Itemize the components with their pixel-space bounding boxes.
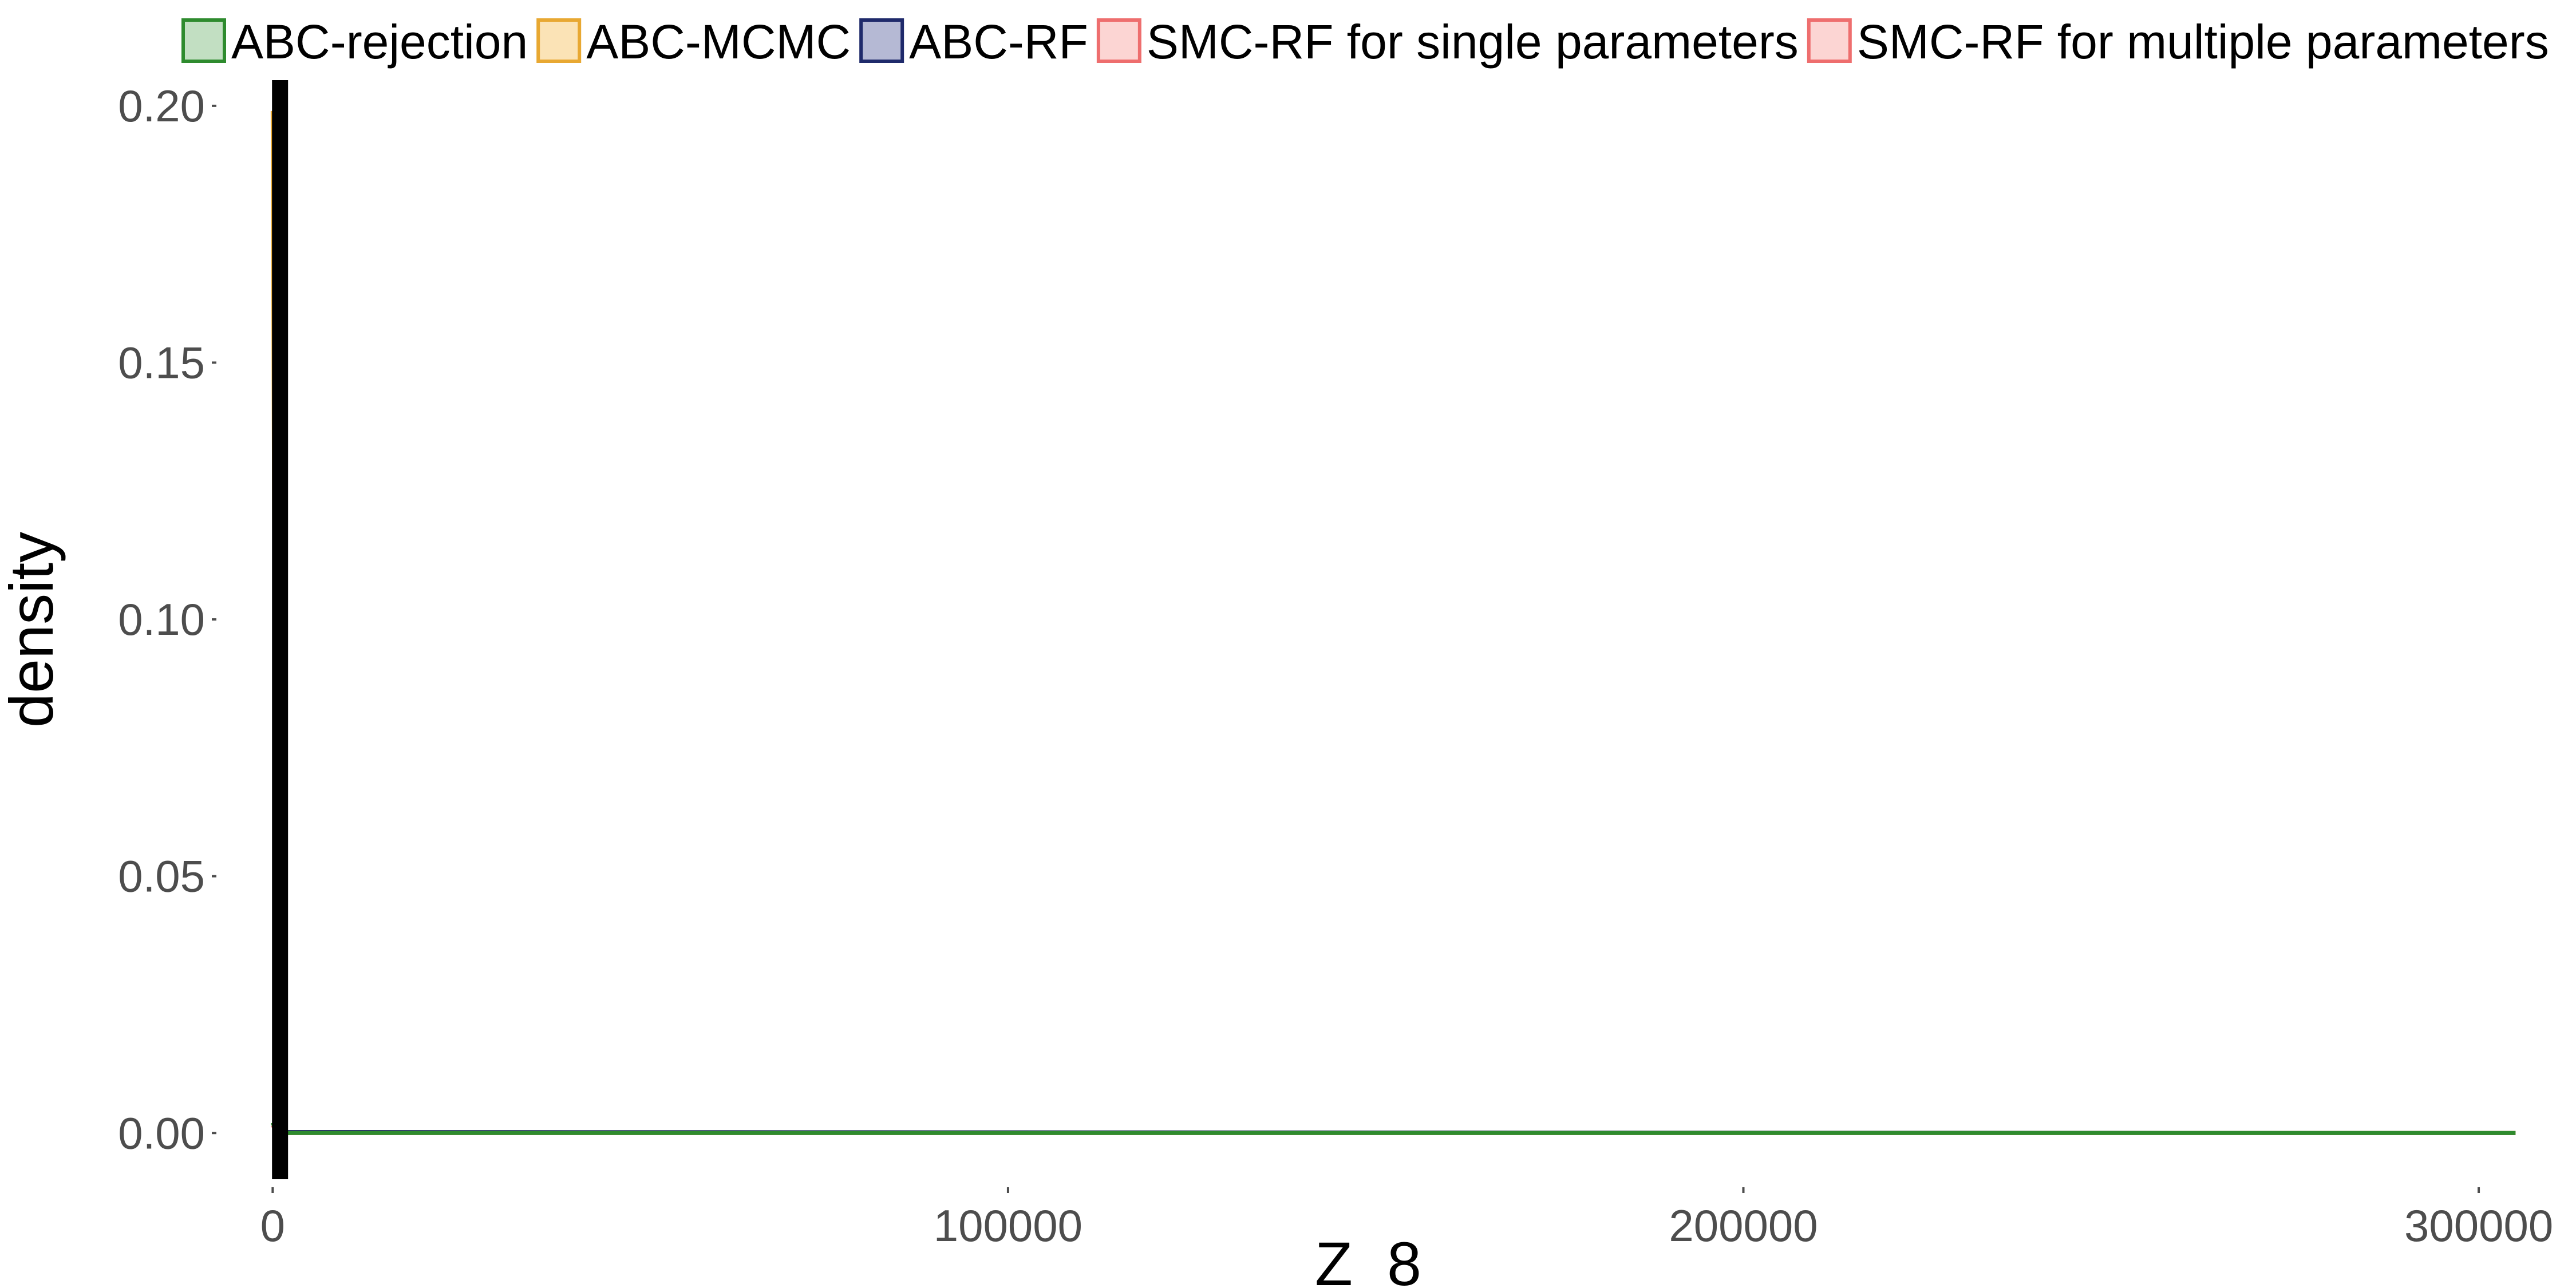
y-axis: 0.00 0.05 0.10 0.15 0.20 (118, 81, 216, 1158)
x-tick-label: 0 (260, 1200, 285, 1251)
x-tick-label: 300000 (2404, 1200, 2553, 1251)
x-tick-label: 200000 (1669, 1200, 1818, 1251)
legend-key-0 (181, 18, 226, 63)
y-tick-label: 0.05 (118, 851, 205, 902)
series-layer (270, 110, 2516, 1135)
legend-label: SMC-RF for single parameters (1147, 15, 1799, 69)
y-tick-label: 0.15 (118, 337, 205, 388)
legend: ABC-rejection ABC-MCMC ABC-RF SMC-RF for si… (181, 15, 2549, 69)
series-line-1 (270, 110, 2516, 1135)
y-tick-label: 0.10 (118, 594, 205, 645)
plot-area (270, 80, 2516, 1179)
legend-key-3 (1096, 18, 1141, 63)
legend-label: ABC-RF (909, 15, 1088, 69)
legend-label: SMC-RF for multiple parameters (1857, 15, 2549, 69)
y-axis-title: density (0, 532, 66, 728)
x-axis-title: Z_8 (1315, 1229, 1421, 1288)
legend-label: ABC-rejection (231, 15, 528, 69)
legend-key-4 (1807, 18, 1852, 63)
x-axis: 0 100000 200000 300000 (260, 1187, 2553, 1251)
legend-key-1 (536, 18, 582, 63)
x-tick-label: 100000 (934, 1200, 1082, 1251)
series-area-1 (272, 110, 2516, 1133)
y-tick-label: 0.00 (118, 1108, 205, 1158)
legend-key-2 (859, 18, 904, 63)
y-tick-label: 0.20 (118, 81, 205, 131)
series-line-0 (271, 1122, 2516, 1135)
legend-label: ABC-MCMC (586, 15, 851, 69)
